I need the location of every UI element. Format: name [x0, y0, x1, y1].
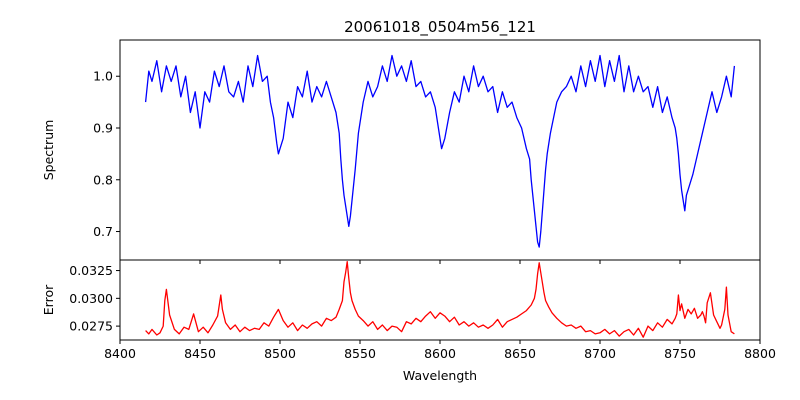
x-tick-label: 8700	[584, 346, 616, 361]
error-axes-frame	[119, 259, 761, 341]
spectrum-series-line	[144, 54, 736, 248]
error-y-axis-label: Error	[41, 284, 56, 315]
error-series-line	[145, 261, 735, 338]
x-tick-label: 8500	[264, 346, 296, 361]
chart-title: 20061018_0504m56_121	[344, 18, 536, 37]
x-tick-label: 8450	[184, 346, 216, 361]
error-y-tick-label: 0.0275	[69, 319, 113, 334]
x-axis-label: Wavelength	[403, 368, 477, 383]
x-tick-label: 8550	[344, 346, 376, 361]
spectrum-y-tick-label: 1.0	[93, 69, 113, 84]
x-tick-label: 8600	[424, 346, 456, 361]
x-tick-label: 8650	[504, 346, 536, 361]
spectrum-y-tick-label: 0.9	[93, 121, 113, 136]
error-panel: 0.0275 0.0300 0.0325 8400 8450 8500 8550 8600 86…	[69, 259, 776, 361]
spectrum-y-tick-label: 0.7	[93, 224, 113, 239]
x-tick-label: 8750	[664, 346, 696, 361]
spectrum-axes-frame	[119, 39, 761, 261]
spectrum-panel: 0.7 0.8 0.9 1.0	[93, 39, 761, 264]
spectrum-y-tick-label: 0.8	[93, 172, 113, 187]
error-y-tick-label: 0.0300	[69, 291, 113, 306]
spectrum-y-axis-label: Spectrum	[41, 120, 56, 181]
error-y-tick-label: 0.0325	[69, 263, 113, 278]
x-tick-label: 8400	[104, 346, 136, 361]
x-tick-label: 8800	[744, 346, 776, 361]
